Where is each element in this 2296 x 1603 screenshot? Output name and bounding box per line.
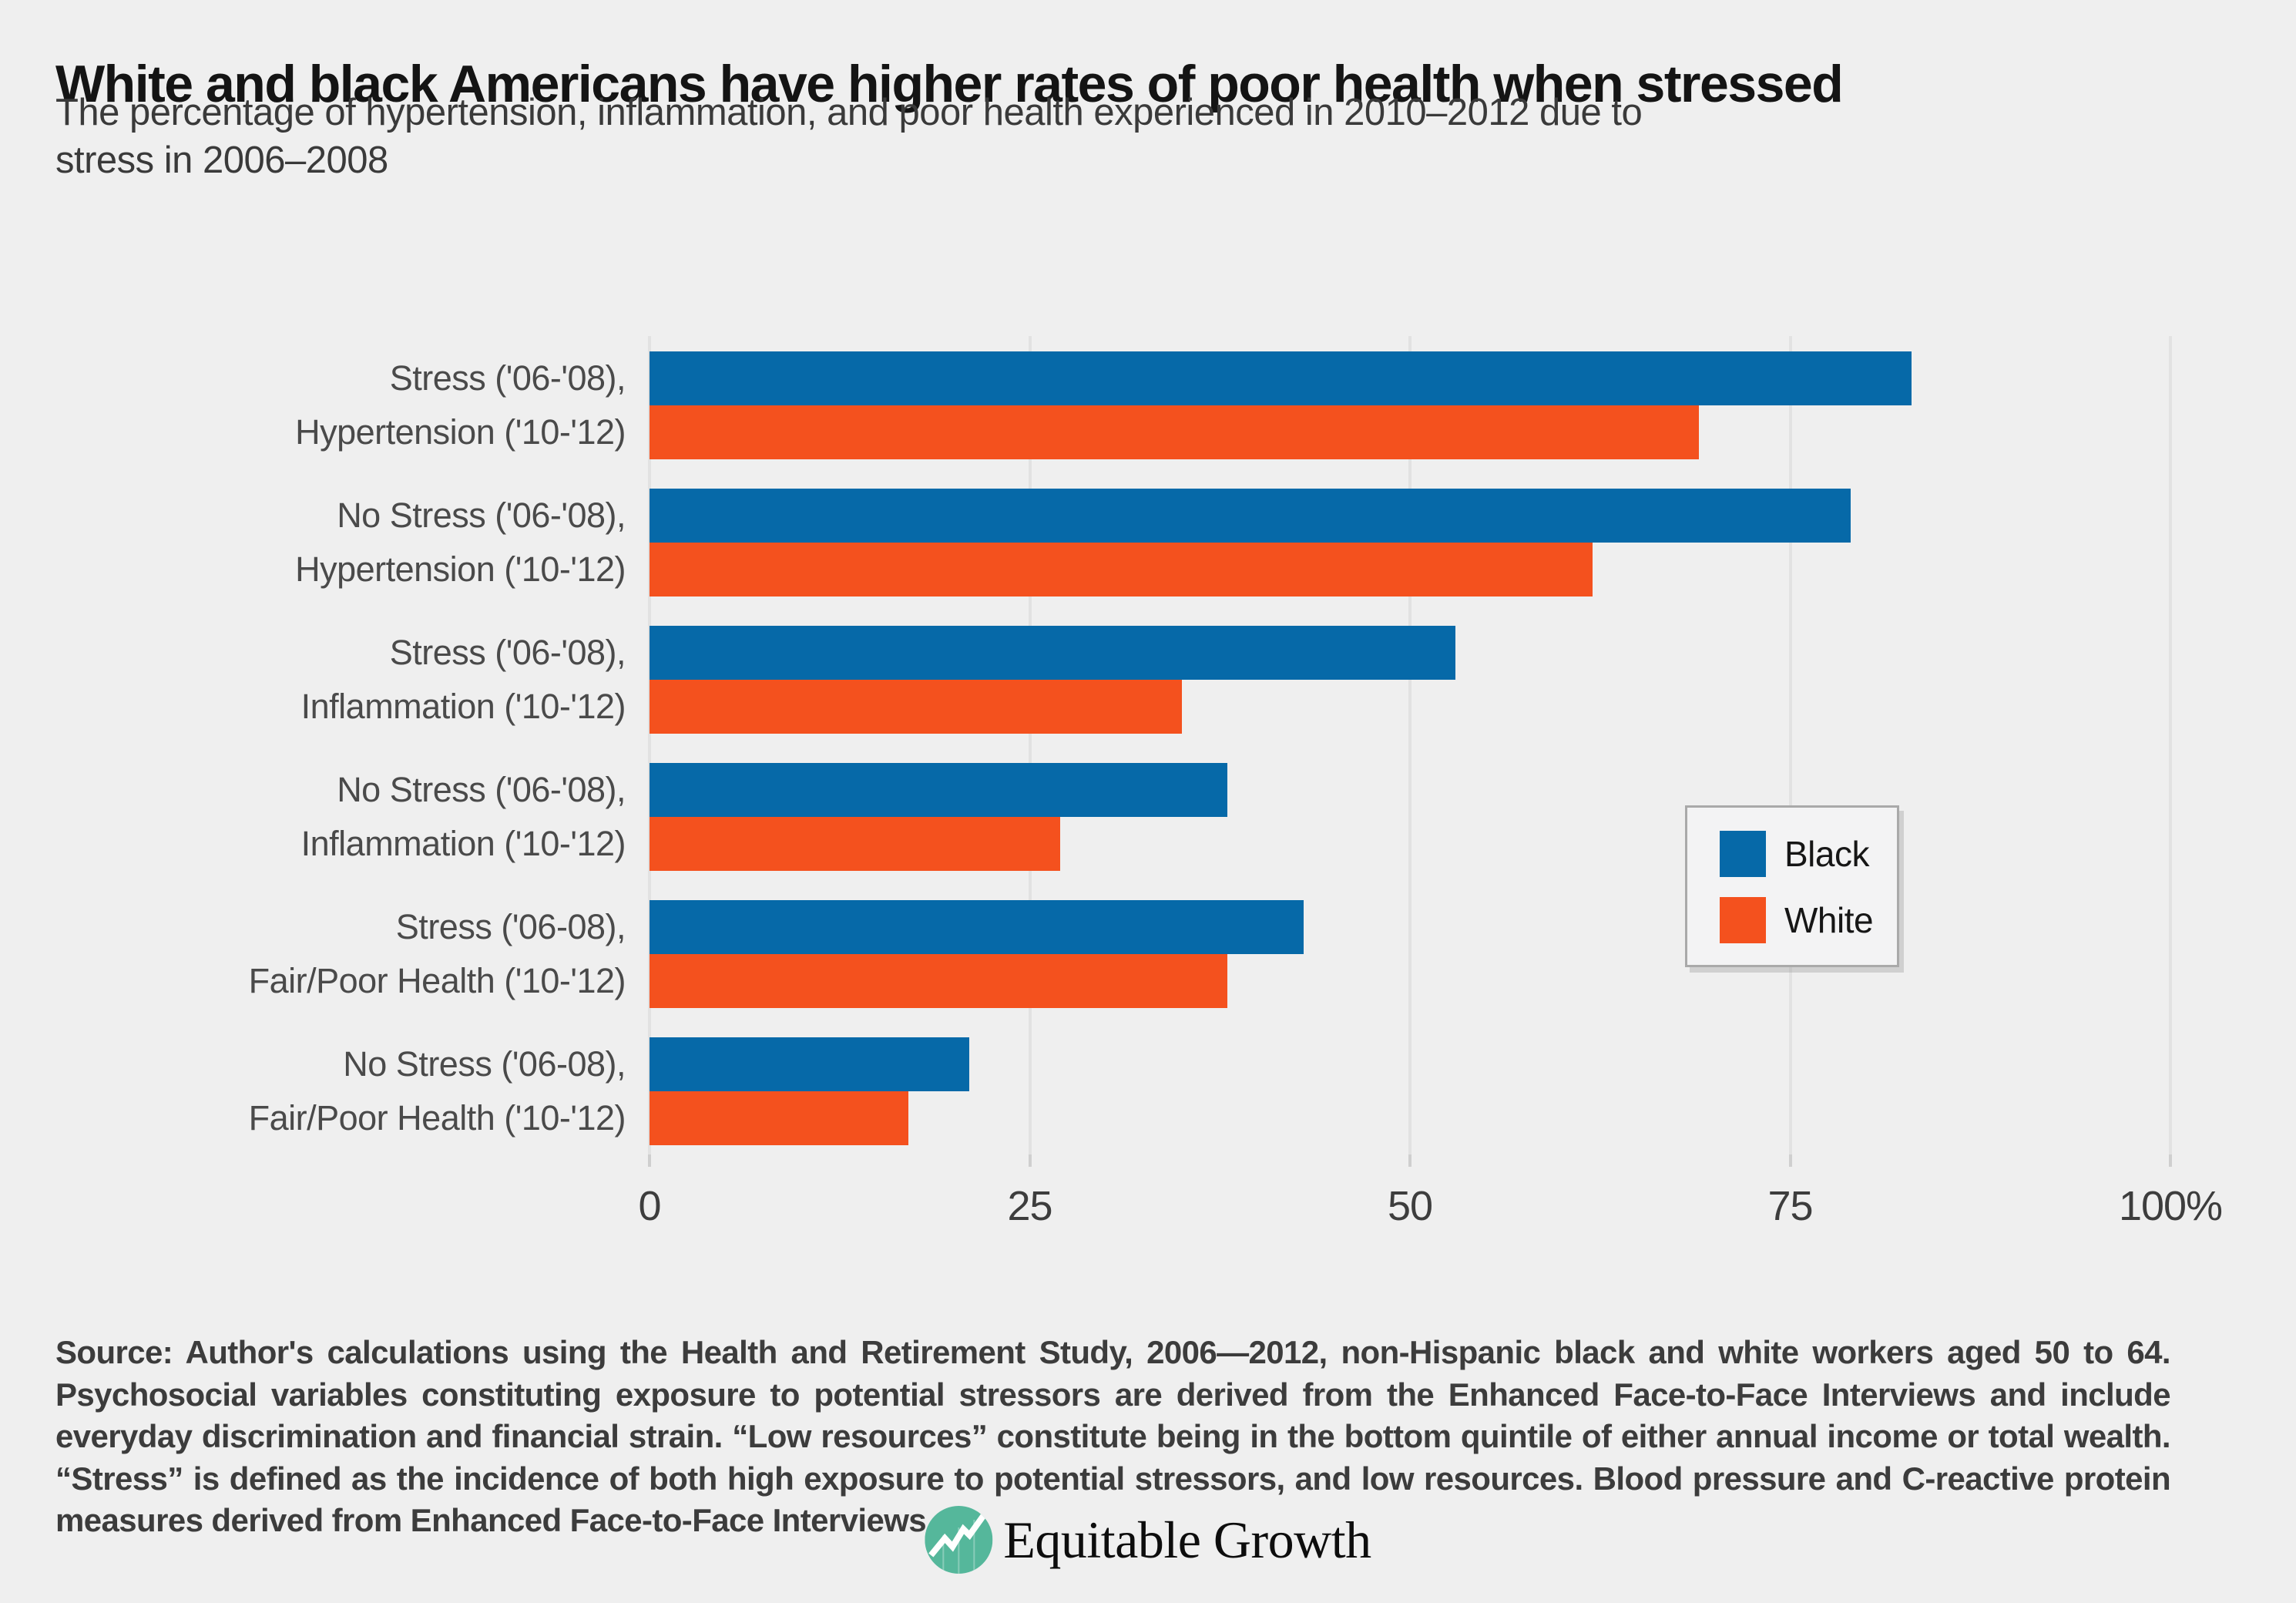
x-axis-tick-label: 50: [1387, 1183, 1433, 1229]
x-axis-tick: [1408, 1154, 1412, 1167]
x-axis-tick-label: 0: [638, 1183, 661, 1229]
legend-label: Black: [1784, 834, 1869, 874]
category-label: No Stress ('06-08), Fair/Poor Health ('10…: [0, 1037, 626, 1145]
bar-black: [650, 489, 1851, 543]
x-axis-tick: [648, 1154, 651, 1167]
bar-black: [650, 900, 1304, 954]
bar-white: [650, 954, 1228, 1008]
subtitle-line-1: The percentage of hypertension, inflamma…: [55, 92, 1643, 133]
category-label-line: Hypertension ('10-'12): [295, 549, 626, 589]
gridline: [1408, 336, 1412, 1167]
category-label: Stress ('06-08), Fair/Poor Health ('10-'1…: [0, 900, 626, 1008]
bar-group: [650, 489, 2170, 597]
bar-black: [650, 763, 1228, 817]
x-axis-tick-label: 75: [1767, 1183, 1813, 1229]
category-label-line: Inflammation ('10-'12): [300, 824, 626, 863]
category-labels: Stress ('06-'08), Hypertension ('10-'12) N…: [0, 351, 626, 1145]
legend-item: White: [1720, 897, 1897, 943]
legend-swatch-black: [1720, 831, 1766, 877]
bar-black: [650, 1037, 969, 1091]
category-label-line: Fair/Poor Health ('10-'12): [248, 961, 626, 1000]
equitable-growth-logo: Equitable Growth: [925, 1506, 1371, 1574]
category-label: No Stress ('06-'08), Hypertension ('10-'1…: [0, 489, 626, 597]
x-axis-tick-label: 100%: [2118, 1183, 2223, 1229]
bar-group: [650, 626, 2170, 734]
gridline: [1788, 336, 1792, 1167]
category-label-line: Inflammation ('10-'12): [300, 687, 626, 726]
gridline: [1028, 336, 1032, 1167]
bar-group: [650, 1037, 2170, 1145]
bar-group: [650, 351, 2170, 459]
category-label: Stress ('06-'08), Inflammation ('10-'12): [0, 626, 626, 734]
gridline: [2169, 336, 2172, 1167]
legend-label: White: [1784, 900, 1874, 940]
bar-black: [650, 626, 1456, 680]
category-label-line: Stress ('06-'08),: [389, 633, 626, 672]
category-label-line: No Stress ('06-08),: [343, 1044, 626, 1084]
x-axis-tick: [1788, 1154, 1792, 1167]
bar-group: [650, 763, 2170, 871]
bar-rows: [650, 351, 2170, 1145]
legend-swatch-white: [1720, 897, 1766, 943]
bar-white: [650, 1091, 908, 1145]
subtitle-line-2: stress in 2006–2008: [55, 139, 388, 181]
category-label-line: Hypertension ('10-'12): [295, 412, 626, 452]
category-label: No Stress ('06-'08), Inflammation ('10-'1…: [0, 763, 626, 871]
category-label: Stress ('06-'08), Hypertension ('10-'12): [0, 351, 626, 459]
category-label-line: No Stress ('06-'08),: [337, 770, 626, 809]
x-axis-tick-label: 25: [1007, 1183, 1052, 1229]
category-label-line: Stress ('06-'08),: [389, 358, 626, 398]
legend-item: Black: [1720, 831, 1897, 877]
chart-title: White and black Americans have higher ra…: [55, 54, 1844, 113]
logo-text: Equitable Growth: [1003, 1510, 1371, 1569]
legend: Black White: [1685, 805, 1899, 967]
category-label-line: No Stress ('06-'08),: [337, 496, 626, 535]
bar-black: [650, 351, 1912, 405]
x-axis-tick: [1028, 1154, 1032, 1167]
x-axis-tick: [2169, 1154, 2172, 1167]
bar-group: [650, 900, 2170, 1008]
chart-subtitle: The percentage of hypertension, inflamma…: [55, 89, 1643, 184]
category-label-line: Stress ('06-08),: [395, 907, 626, 946]
category-label-line: Fair/Poor Health ('10-'12): [248, 1098, 626, 1138]
bar-white: [650, 680, 1182, 734]
bar-white: [650, 817, 1060, 871]
gridline: [648, 336, 651, 1167]
bar-white: [650, 543, 1593, 597]
logo-growth-chart-icon: [925, 1506, 993, 1574]
bar-chart: Stress ('06-'08), Hypertension ('10-'12) N…: [0, 333, 2296, 1296]
source-note: Source: Author's calculations using the …: [55, 1334, 2171, 1539]
plot-area: 0 25 50 75 100%: [638, 333, 2223, 1229]
bar-white: [650, 405, 1700, 459]
